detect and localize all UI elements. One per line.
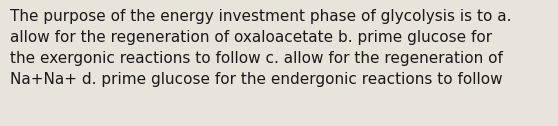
Text: The purpose of the energy investment phase of glycolysis is to a.
allow for the : The purpose of the energy investment pha…: [10, 9, 512, 87]
